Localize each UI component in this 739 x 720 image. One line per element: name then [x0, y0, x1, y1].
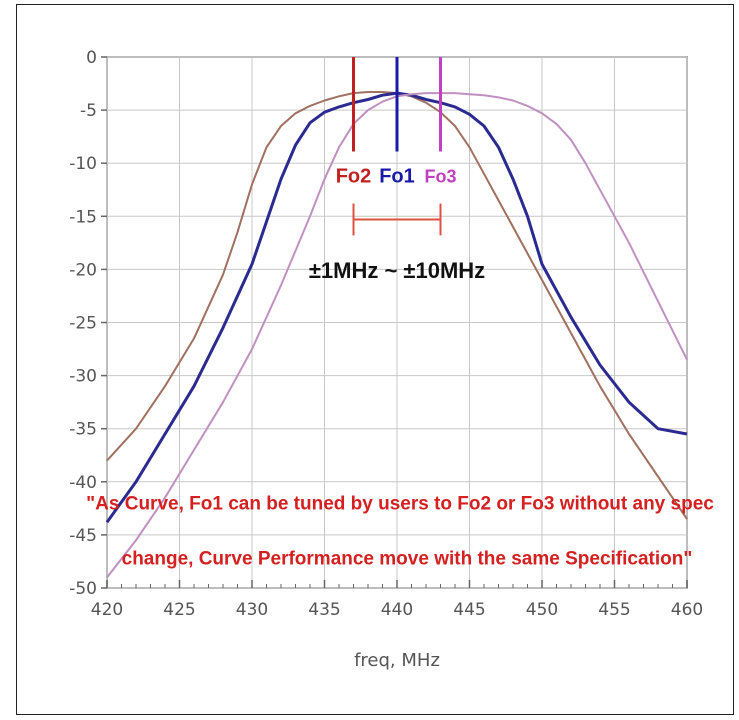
marker-label-fo3: Fo3	[424, 166, 456, 186]
x-axis-title: freq, MHz	[354, 650, 440, 671]
x-tick-label: 435	[308, 600, 340, 620]
y-tick-label: 0	[86, 48, 97, 68]
y-tick-label: -5	[80, 101, 97, 121]
marker-lines: Fo2 Fo1 Fo3	[336, 57, 457, 236]
x-tick-label: 440	[381, 600, 413, 620]
x-tick-label: 430	[236, 600, 268, 620]
y-tick-label: -40	[69, 473, 97, 493]
range-label: ±1MHz ~ ±10MHz	[309, 258, 485, 283]
x-tick-label: 445	[453, 600, 485, 620]
y-tick-label: -25	[69, 314, 97, 334]
series-line-fo2	[106, 91, 688, 520]
x-axis: 420 425 430 435 440 445 450 455 460	[91, 580, 703, 620]
y-tick-label: -35	[69, 420, 97, 440]
y-tick-label: -45	[69, 526, 97, 546]
y-tick-label: -10	[69, 154, 97, 174]
y-axis: 0 -5 -10 -15 -20 -25 -30 -35 -40 -45 -50	[69, 48, 107, 599]
y-tick-label: -30	[69, 367, 97, 387]
chart-frame: 0 -5 -10 -15 -20 -25 -30 -35 -40 -45 -50 420 425 430…	[16, 4, 734, 715]
x-tick-label: 450	[526, 600, 558, 620]
annotation-line-1: "As Curve, Fo1 can be tuned by users to …	[86, 493, 714, 514]
chart-canvas: 0 -5 -10 -15 -20 -25 -30 -35 -40 -45 -50 420 425 430…	[69, 48, 714, 671]
y-tick-label: -50	[69, 579, 97, 599]
annotation-line-2: change, Curve Performance move with the …	[122, 549, 693, 570]
x-tick-label: 425	[163, 600, 195, 620]
marker-label-fo2: Fo2	[336, 165, 372, 187]
marker-label-fo1: Fo1	[379, 165, 415, 187]
x-tick-label: 420	[91, 600, 123, 620]
series-line-fo3	[106, 92, 688, 579]
x-tick-label: 460	[671, 600, 703, 620]
annotations: ±1MHz ~ ±10MHz "As Curve, Fo1 can be tun…	[86, 258, 714, 570]
x-tick-label: 455	[598, 600, 630, 620]
y-tick-label: -15	[69, 207, 97, 227]
y-tick-label: -20	[69, 260, 97, 280]
